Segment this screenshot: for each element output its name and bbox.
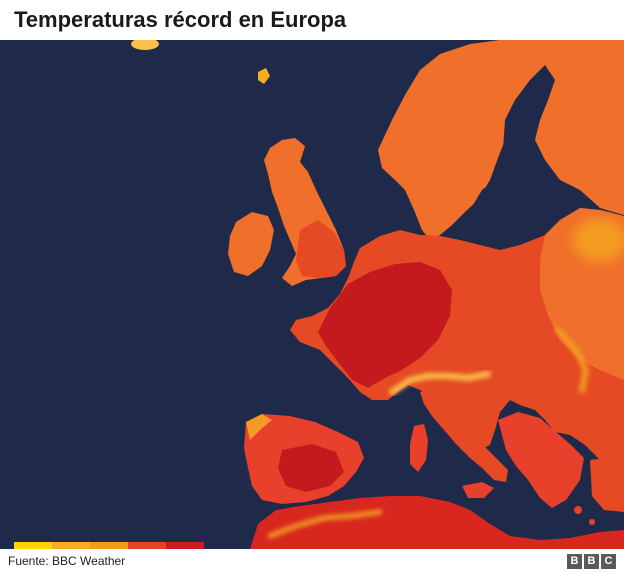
turkey-fragment xyxy=(590,456,624,512)
carpathians-highlight xyxy=(555,327,590,393)
legend-color-scale xyxy=(14,542,204,549)
legend-swatch-5 xyxy=(166,542,204,549)
temperature-legend: 11-12 °C 36-40 xyxy=(14,542,204,549)
alps-highlight xyxy=(389,371,491,395)
page-title: Temperaturas récord en Europa xyxy=(14,7,347,32)
bbc-logo: B B C xyxy=(567,554,616,569)
aegean-island xyxy=(574,506,582,514)
england-hot-zone xyxy=(296,220,346,278)
north-africa xyxy=(250,496,624,549)
spain-hot-core xyxy=(278,444,344,492)
atlas-mountains-highlight xyxy=(267,509,383,539)
france-germany-hottest xyxy=(318,262,452,388)
legend-swatch-3 xyxy=(90,542,128,549)
balkans xyxy=(498,412,584,508)
bbc-logo-letter: B xyxy=(584,554,599,569)
gulf-of-bothnia xyxy=(500,65,555,180)
legend-swatch-4 xyxy=(128,542,166,549)
baltic-sea xyxy=(468,180,548,250)
italian-peninsula xyxy=(420,390,508,482)
sicily xyxy=(462,482,494,498)
map-canvas xyxy=(0,40,624,549)
iberian-coast-cool xyxy=(246,414,272,440)
bbc-logo-letter: B xyxy=(567,554,582,569)
footer: Fuente: BBC Weather B B C xyxy=(0,549,624,573)
europe-temperature-map: 11-12 °C 36-40 xyxy=(0,40,624,549)
aegean-island xyxy=(589,519,595,525)
iceland-fragment xyxy=(131,40,159,50)
legend-swatch-2 xyxy=(52,542,90,549)
corsica-sardinia xyxy=(410,424,428,472)
eastern-cool-patch xyxy=(572,218,624,262)
faroe-islands xyxy=(258,68,270,84)
bbc-logo-letter: C xyxy=(601,554,616,569)
ireland xyxy=(228,212,274,276)
source-credit: Fuente: BBC Weather xyxy=(8,554,126,568)
scandinavia-landmass xyxy=(378,40,624,240)
legend-swatch-1 xyxy=(14,542,52,549)
